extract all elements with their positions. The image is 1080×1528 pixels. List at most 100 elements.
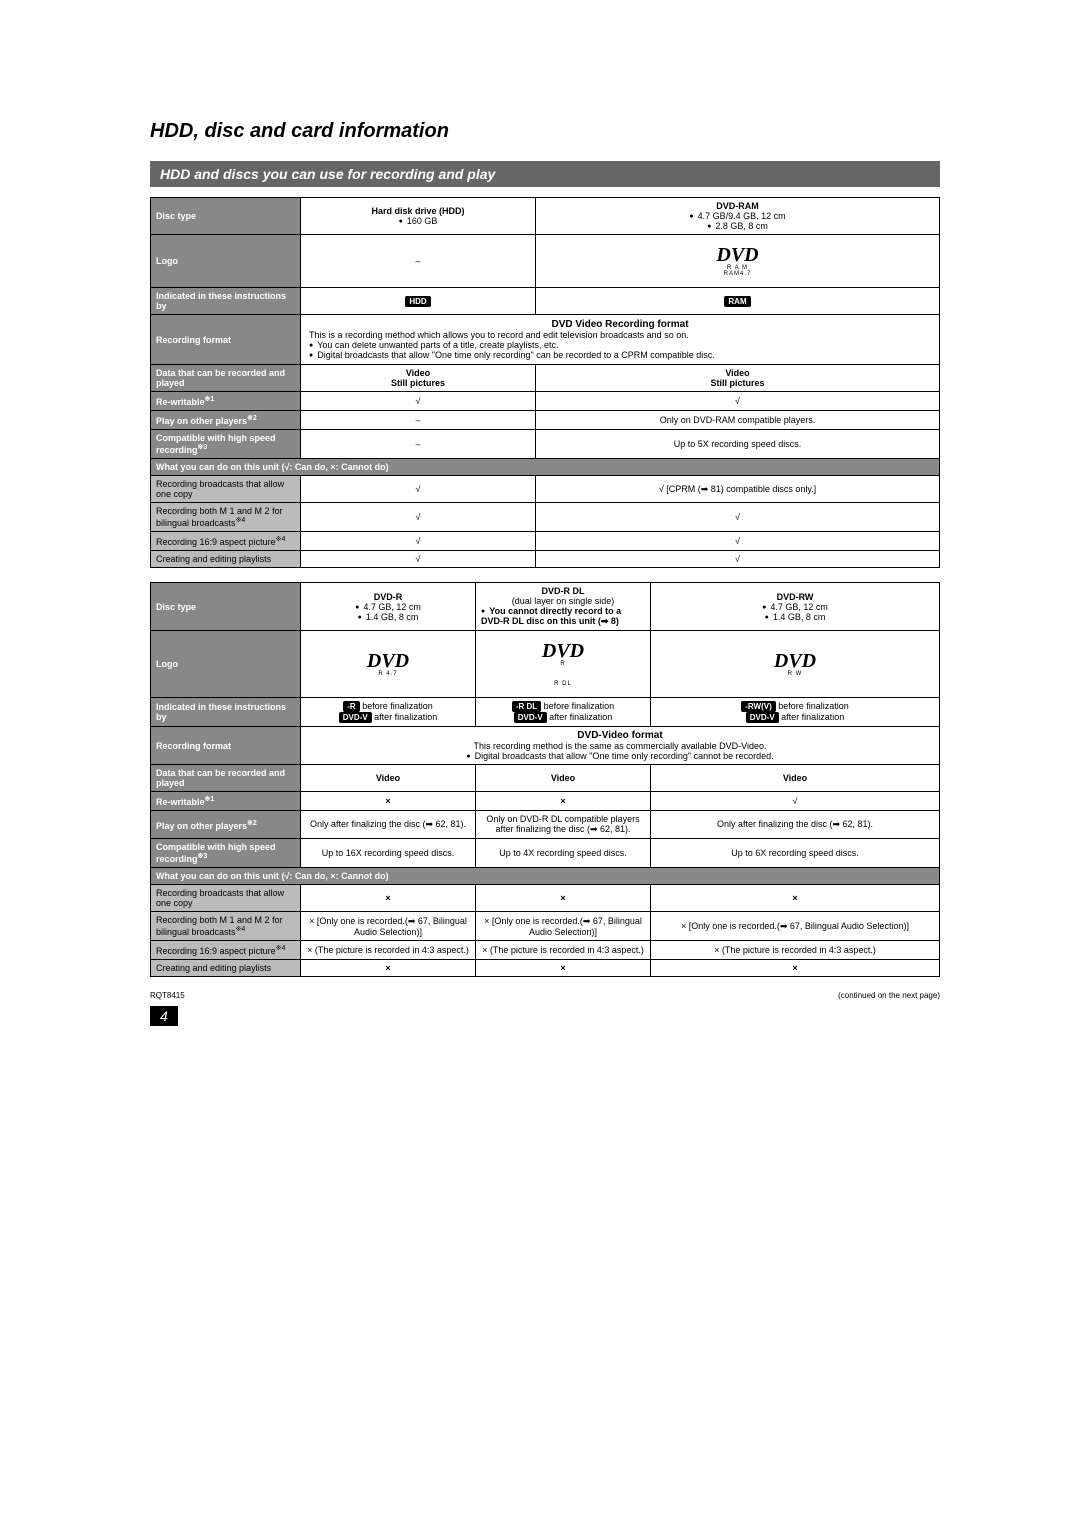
cell: Only on DVD-RAM compatible players. (536, 411, 940, 430)
cell (301, 885, 476, 912)
ram-title: DVD-RAM (716, 201, 759, 211)
cell (301, 392, 536, 411)
cell: Video (301, 765, 476, 792)
cell: – (301, 235, 536, 288)
cell: Video (476, 765, 651, 792)
cell: × (The picture is recorded in 4:3 aspect… (651, 941, 940, 960)
row-recone: Recording broadcasts that allow one copy (151, 885, 301, 912)
doc-id: RQT8415 (150, 991, 185, 1000)
section-header: HDD and discs you can use for recording … (150, 161, 940, 187)
row-whatcan: What you can do on this unit (√: Can do,… (151, 868, 940, 885)
cell: Only on DVD-R DL compatible players afte… (476, 811, 651, 839)
cell: Up to 6X recording speed discs. (651, 839, 940, 868)
cell (536, 503, 940, 532)
cell (476, 885, 651, 912)
cell: DVD-RW 4.7 GB, 12 cm1.4 GB, 8 cm (651, 583, 940, 631)
recfmt-b1: You can delete unwanted parts of a title… (309, 340, 931, 350)
cell: – (301, 430, 536, 459)
cell: Only after finalizing the disc (➡ 62, 81… (651, 811, 940, 839)
cell (476, 792, 651, 811)
sub: (dual layer on single side) (512, 596, 615, 606)
cap: 1.4 GB, 8 cm (762, 612, 828, 622)
row-highspeed: Compatible with high speed recording※3 (151, 839, 301, 868)
row-data: Data that can be recorded and played (151, 765, 301, 792)
table-hdd-dvdram: Disc type Hard disk drive (HDD) 160 GB D… (150, 197, 940, 568)
dvdr-title: DVD-R (374, 592, 403, 602)
ram-cap2: 2.8 GB, 8 cm (689, 221, 785, 231)
table-dvdr-dvdrdl-dvdrw: Disc type DVD-R 4.7 GB, 12 cm1.4 GB, 8 c… (150, 582, 940, 977)
row-data: Data that can be recorded and played (151, 365, 301, 392)
row-rewritable: Re-writable※1 (151, 792, 301, 811)
row-recfmt: Recording format (151, 315, 301, 365)
badge-hdd: HDD (405, 296, 430, 307)
row-indicated: Indicated in these instructions by (151, 698, 301, 727)
cell: √ [CPRM (➡ 81) compatible discs only.] (536, 476, 940, 503)
cell: × [Only one is recorded.(➡ 67, Bilingual… (651, 912, 940, 941)
cap: 4.7 GB, 12 cm (762, 602, 828, 612)
continued-text: (continued on the next page) (838, 991, 940, 1000)
cell: -RW(V) before finalization DVD-V after f… (651, 698, 940, 727)
cap: 4.7 GB, 12 cm (355, 602, 421, 612)
cell: VideoStill pictures (536, 365, 940, 392)
cell (651, 960, 940, 977)
cell: VideoStill pictures (301, 365, 536, 392)
cell: Video (651, 765, 940, 792)
recfmt-b1: Digital broadcasts that allow "One time … (466, 751, 773, 761)
cell (301, 503, 536, 532)
cell: × [Only one is recorded.(➡ 67, Bilingual… (476, 912, 651, 941)
cell (536, 532, 940, 551)
row-disc-type: Disc type (151, 198, 301, 235)
cell: Hard disk drive (HDD) 160 GB (301, 198, 536, 235)
dvdrw-title: DVD-RW (777, 592, 814, 602)
row-logo: Logo (151, 235, 301, 288)
cell (301, 532, 536, 551)
cell (536, 551, 940, 568)
dvd-logo: DVDR 4.7 (301, 631, 476, 698)
cell: Up to 5X recording speed discs. (536, 430, 940, 459)
row-169: Recording 16:9 aspect picture※4 (151, 941, 301, 960)
dvd-logo: DVDRR DL (476, 631, 651, 698)
logo-sub: RAM4.7 (546, 271, 929, 277)
cell: Up to 4X recording speed discs. (476, 839, 651, 868)
cell (651, 885, 940, 912)
cell: DVD Video Recording format This is a rec… (301, 315, 940, 365)
cell (301, 476, 536, 503)
cell: DVD-Video format This recording method i… (301, 727, 940, 765)
cell (301, 792, 476, 811)
row-rewritable: Re-writable※1 (151, 392, 301, 411)
cell (301, 960, 476, 977)
row-highspeed: Compatible with high speed recording※3 (151, 430, 301, 459)
cell: DVD-R DL (dual layer on single side) You… (476, 583, 651, 631)
cell (536, 392, 940, 411)
row-playother: Play on other players※2 (151, 811, 301, 839)
page-title: HDD, disc and card information (150, 120, 940, 143)
cell: DVD-R 4.7 GB, 12 cm1.4 GB, 8 cm (301, 583, 476, 631)
recfmt-line: This is a recording method which allows … (309, 330, 931, 340)
row-playother: Play on other players※2 (151, 411, 301, 430)
badge-ram: RAM (724, 296, 750, 307)
row-logo: Logo (151, 631, 301, 698)
row-disc-type: Disc type (151, 583, 301, 631)
cell: HDD (301, 288, 536, 315)
hdd-cap: 160 GB (399, 216, 438, 226)
row-169: Recording 16:9 aspect picture※4 (151, 532, 301, 551)
note: You cannot directly record to a DVD-R DL… (481, 606, 621, 626)
cell: -R DL before finalization DVD-V after fi… (476, 698, 651, 727)
recfmt-title: DVD-Video format (577, 730, 662, 741)
row-recfmt: Recording format (151, 727, 301, 765)
cell: -R before finalization DVD-V after final… (301, 698, 476, 727)
hdd-title: Hard disk drive (HDD) (371, 206, 464, 216)
cell: × (The picture is recorded in 4:3 aspect… (301, 941, 476, 960)
recfmt-b2: Digital broadcasts that allow "One time … (309, 350, 931, 360)
cell: DVD-RAM 4.7 GB/9.4 GB, 12 cm2.8 GB, 8 cm (536, 198, 940, 235)
row-playlists: Creating and editing playlists (151, 551, 301, 568)
ram-cap1: 4.7 GB/9.4 GB, 12 cm (689, 211, 785, 221)
cell (301, 551, 536, 568)
row-bilingual: Recording both M 1 and M 2 for bilingual… (151, 912, 301, 941)
cell: × (The picture is recorded in 4:3 aspect… (476, 941, 651, 960)
cell: Only after finalizing the disc (➡ 62, 81… (301, 811, 476, 839)
row-playlists: Creating and editing playlists (151, 960, 301, 977)
cell (651, 792, 940, 811)
cell: RAM (536, 288, 940, 315)
cell: – (301, 411, 536, 430)
